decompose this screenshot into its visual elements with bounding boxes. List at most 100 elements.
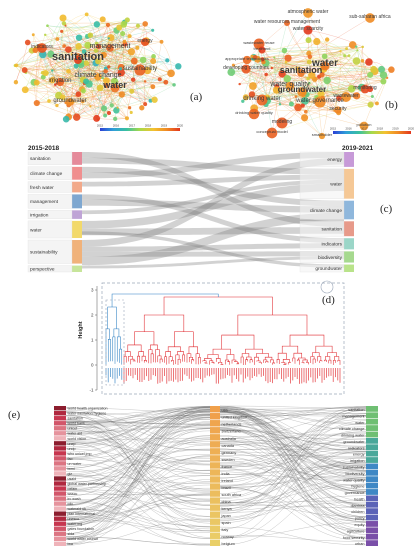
dendrogram-branch (264, 356, 273, 360)
sankey-right-label: groundwater (343, 440, 365, 444)
dendrogram-branch (138, 351, 144, 357)
dendrogram-branch (296, 359, 300, 365)
network-edge (33, 34, 50, 101)
sankey-middle-label: south africa (222, 493, 243, 497)
network-edge (78, 46, 112, 106)
sankey-flow-right (219, 455, 367, 457)
network-edge (15, 50, 97, 66)
network-edge (231, 72, 323, 137)
dendrogram-branch (293, 352, 303, 358)
panel-b-network: atmospheric water water resources managem… (223, 8, 415, 140)
dendrogram-branch (128, 355, 133, 362)
alluvial-flow (82, 174, 344, 187)
panel-b-letter: (b) (385, 99, 398, 111)
alluvial-flow (82, 243, 344, 252)
sankey-flow-right (219, 448, 367, 468)
dendrogram-y-tick-label: 2 (91, 313, 94, 318)
network-edge (123, 24, 166, 83)
colorbar-tick-label: 2020 (177, 124, 184, 128)
sankey-flow-left (65, 461, 211, 540)
network-node (105, 22, 111, 28)
network-node (150, 84, 156, 90)
network-edge (24, 30, 117, 71)
network-edge (274, 57, 292, 105)
sankey-middle-node (210, 462, 220, 469)
network-edge (66, 24, 109, 120)
network-node (65, 46, 72, 53)
sankey-flow-right (219, 450, 367, 520)
sankey-left-label: wsscc (68, 492, 78, 496)
sankey-flow-right (219, 409, 367, 425)
network-edge (78, 46, 116, 89)
network-node (353, 92, 361, 100)
sankey-flow-right (219, 457, 367, 539)
network-node (93, 21, 101, 28)
network-edge (63, 45, 69, 117)
colorbar-tick-label: 2017 (361, 127, 368, 131)
network-edge (57, 38, 179, 67)
network-edge (78, 41, 125, 47)
network-node (89, 105, 92, 108)
network-edge (68, 94, 122, 118)
network-node (33, 99, 40, 107)
network-edge (266, 46, 363, 75)
sankey-flow-right (219, 424, 367, 476)
network-node (159, 39, 164, 44)
network-term-label: water resources management (254, 19, 321, 25)
network-node (14, 63, 19, 68)
network-node (72, 113, 81, 121)
network-node (356, 49, 359, 52)
network-edge (76, 81, 115, 118)
sankey-middle-node (210, 420, 220, 427)
network-node (163, 79, 169, 85)
network-node (284, 54, 292, 62)
dendrogram-branch (305, 361, 309, 365)
sankey-flow-left (65, 411, 211, 453)
sankey-flow-right (219, 471, 367, 489)
network-node (294, 95, 298, 98)
network-edge (262, 55, 350, 63)
network-node (281, 47, 288, 54)
sankey-right-label: drinking water (341, 434, 365, 438)
network-edge (78, 46, 172, 74)
network-edge (83, 37, 112, 80)
sankey-flow-right (219, 436, 367, 440)
network-node (99, 16, 106, 23)
alluvial-left-label-box (27, 210, 73, 220)
colorbar-tick-label: 2019 (392, 127, 399, 131)
sankey-right-node (366, 501, 378, 508)
sankey-flow-right (219, 439, 367, 464)
sankey-flow-right (219, 504, 367, 508)
network-node (118, 91, 126, 98)
sankey-middle-label: canada (222, 444, 235, 448)
alluvial-flow (82, 179, 344, 215)
sankey-left-node (54, 486, 66, 491)
network-node (140, 37, 150, 47)
network-node (318, 132, 326, 140)
network-edge (27, 42, 96, 64)
network-term-label: groundwater (53, 98, 86, 104)
network-edge (321, 65, 329, 137)
dendrogram-branch (332, 360, 336, 365)
alluvial-left-label-box (27, 194, 73, 209)
network-edge (98, 56, 154, 62)
sankey-flow-left (65, 494, 211, 521)
network-node (303, 25, 313, 35)
dendrogram-y-tick-label: 3 (91, 288, 94, 293)
alluvial-flow (82, 231, 344, 268)
sankey-left-node (54, 496, 66, 501)
panel-c-letter: (c) (380, 203, 393, 215)
dendrogram-branch (263, 359, 268, 363)
dendrogram-branch (240, 356, 244, 365)
network-edge (286, 22, 339, 113)
sankey-middle-node (210, 469, 220, 476)
sankey-middle-label: kenya (222, 507, 233, 511)
network-node (46, 24, 49, 28)
sankey-flow-right (219, 462, 367, 486)
sankey-middle-label: ireland (222, 479, 233, 483)
sankey-left-label: irc wash (68, 497, 81, 501)
sankey-flow-left (65, 449, 211, 478)
network-node (127, 34, 132, 39)
network-node (307, 54, 313, 59)
network-node (301, 114, 309, 122)
